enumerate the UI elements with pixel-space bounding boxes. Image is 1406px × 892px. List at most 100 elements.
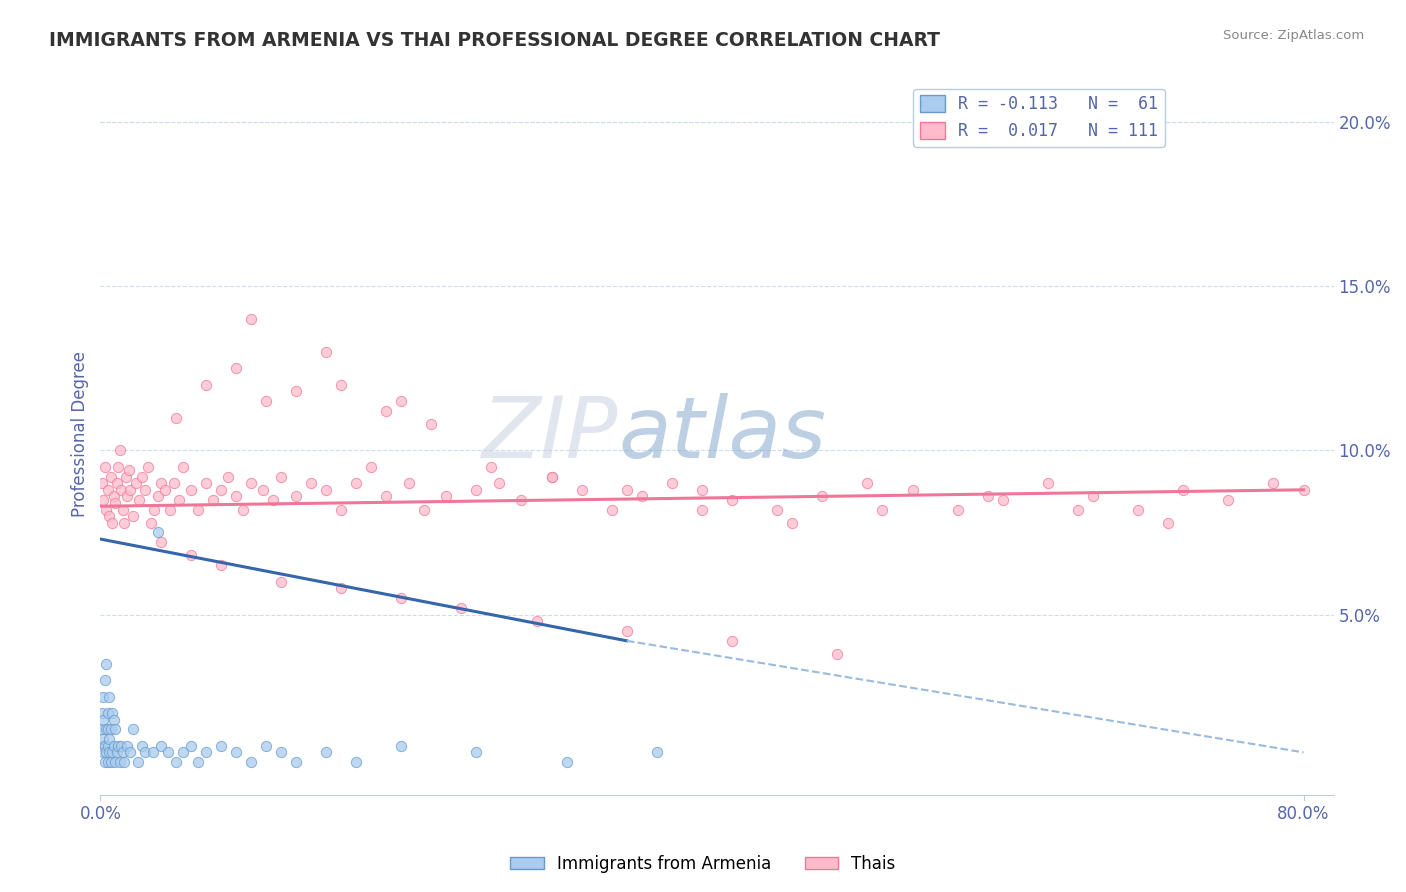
Point xyxy=(270,469,292,483)
Point xyxy=(93,732,115,747)
Point xyxy=(661,476,683,491)
Point xyxy=(872,502,894,516)
Point xyxy=(209,739,232,753)
Point xyxy=(93,690,115,704)
Point xyxy=(96,723,118,737)
Point xyxy=(645,745,668,759)
Point xyxy=(315,345,337,359)
Point xyxy=(1036,476,1059,491)
Point xyxy=(194,745,217,759)
Point xyxy=(187,756,209,770)
Point xyxy=(134,745,156,759)
Point xyxy=(94,756,117,770)
Point xyxy=(616,483,638,497)
Legend: Immigrants from Armenia, Thais: Immigrants from Armenia, Thais xyxy=(503,848,903,880)
Point xyxy=(1067,502,1090,516)
Point xyxy=(239,312,262,326)
Point xyxy=(101,706,124,720)
Point xyxy=(780,516,803,530)
Point xyxy=(159,502,181,516)
Point xyxy=(149,476,172,491)
Point xyxy=(180,739,202,753)
Point xyxy=(420,417,443,432)
Point xyxy=(101,516,124,530)
Point xyxy=(97,723,120,737)
Point xyxy=(111,745,134,759)
Text: IMMIGRANTS FROM ARMENIA VS THAI PROFESSIONAL DEGREE CORRELATION CHART: IMMIGRANTS FROM ARMENIA VS THAI PROFESSI… xyxy=(49,31,941,50)
Point xyxy=(284,489,307,503)
Point xyxy=(225,745,247,759)
Point xyxy=(540,469,562,483)
Point xyxy=(108,756,131,770)
Point xyxy=(389,739,412,753)
Legend: R = -0.113   N =  61, R =  0.017   N = 111: R = -0.113 N = 61, R = 0.017 N = 111 xyxy=(914,88,1166,146)
Point xyxy=(600,502,623,516)
Point xyxy=(315,745,337,759)
Point xyxy=(389,394,412,409)
Point xyxy=(120,745,142,759)
Point xyxy=(991,492,1014,507)
Point xyxy=(103,713,125,727)
Point xyxy=(721,492,744,507)
Point xyxy=(103,739,125,753)
Point xyxy=(93,492,115,507)
Point xyxy=(856,476,879,491)
Point xyxy=(103,489,125,503)
Point xyxy=(254,394,277,409)
Point xyxy=(344,476,367,491)
Point xyxy=(1126,502,1149,516)
Point xyxy=(262,492,284,507)
Point xyxy=(98,690,121,704)
Point xyxy=(117,489,139,503)
Point xyxy=(977,489,1000,503)
Point xyxy=(412,502,434,516)
Point xyxy=(180,483,202,497)
Point xyxy=(134,483,156,497)
Point xyxy=(167,492,190,507)
Point xyxy=(225,361,247,376)
Point xyxy=(360,459,382,474)
Point xyxy=(98,509,121,524)
Point xyxy=(270,745,292,759)
Point xyxy=(252,483,274,497)
Point xyxy=(209,558,232,573)
Point xyxy=(330,502,353,516)
Point xyxy=(97,756,120,770)
Point xyxy=(96,502,118,516)
Point xyxy=(118,463,141,477)
Point xyxy=(105,745,128,759)
Point xyxy=(90,739,112,753)
Y-axis label: Professional Degree: Professional Degree xyxy=(72,351,89,517)
Point xyxy=(389,591,412,606)
Text: Source: ZipAtlas.com: Source: ZipAtlas.com xyxy=(1223,29,1364,42)
Point xyxy=(434,489,457,503)
Point xyxy=(163,476,186,491)
Point xyxy=(110,483,132,497)
Point xyxy=(450,601,472,615)
Point xyxy=(254,739,277,753)
Point xyxy=(93,713,115,727)
Point xyxy=(526,614,548,628)
Point xyxy=(90,706,112,720)
Point xyxy=(117,739,139,753)
Point xyxy=(315,483,337,497)
Point xyxy=(901,483,924,497)
Point xyxy=(239,476,262,491)
Point xyxy=(131,739,153,753)
Point xyxy=(194,377,217,392)
Point xyxy=(232,502,254,516)
Point xyxy=(187,502,209,516)
Point xyxy=(540,469,562,483)
Point xyxy=(138,459,160,474)
Point xyxy=(766,502,789,516)
Point xyxy=(97,483,120,497)
Point xyxy=(488,476,510,491)
Point xyxy=(104,756,127,770)
Point xyxy=(465,745,488,759)
Point xyxy=(105,476,128,491)
Point xyxy=(165,756,187,770)
Point xyxy=(149,739,172,753)
Point xyxy=(96,745,118,759)
Point xyxy=(375,489,398,503)
Point xyxy=(284,756,307,770)
